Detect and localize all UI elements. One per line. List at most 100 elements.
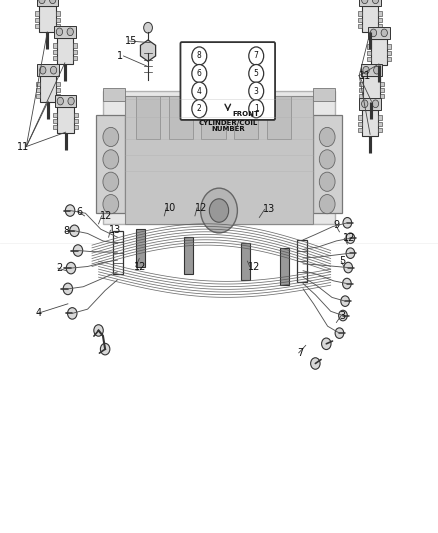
Polygon shape	[367, 44, 371, 49]
Text: 3: 3	[339, 311, 346, 320]
Text: 4: 4	[197, 87, 202, 95]
Polygon shape	[363, 76, 380, 102]
Circle shape	[201, 188, 237, 233]
Circle shape	[209, 199, 229, 222]
Polygon shape	[53, 119, 57, 123]
Circle shape	[381, 29, 387, 37]
Text: 13: 13	[109, 225, 121, 235]
Bar	[201, 96, 226, 139]
Circle shape	[66, 262, 76, 274]
Text: FRONT: FRONT	[232, 111, 259, 117]
Polygon shape	[362, 110, 378, 136]
Polygon shape	[380, 94, 384, 99]
Circle shape	[57, 97, 64, 105]
Text: 10: 10	[164, 203, 177, 213]
Polygon shape	[141, 40, 155, 61]
Circle shape	[343, 217, 352, 228]
Text: 12: 12	[100, 211, 112, 221]
Polygon shape	[359, 82, 363, 86]
Circle shape	[94, 325, 103, 336]
Bar	[297, 240, 307, 282]
Polygon shape	[358, 115, 362, 119]
Circle shape	[144, 22, 152, 33]
Circle shape	[40, 66, 46, 74]
Polygon shape	[387, 57, 391, 61]
Polygon shape	[74, 119, 78, 123]
Circle shape	[65, 205, 75, 216]
Bar	[96, 115, 125, 213]
Text: 6: 6	[77, 207, 83, 216]
Polygon shape	[35, 11, 39, 15]
Text: 2: 2	[56, 263, 62, 273]
Text: 8: 8	[64, 226, 70, 236]
Circle shape	[103, 127, 119, 147]
Text: 1: 1	[254, 104, 258, 113]
Polygon shape	[358, 128, 362, 132]
Circle shape	[374, 66, 380, 74]
Bar	[184, 237, 193, 274]
Text: 12: 12	[134, 262, 146, 271]
Bar	[234, 96, 258, 139]
Circle shape	[192, 100, 207, 118]
Polygon shape	[371, 39, 387, 65]
Circle shape	[63, 283, 73, 295]
Text: 5: 5	[339, 256, 346, 266]
Text: 9: 9	[334, 220, 340, 230]
Circle shape	[372, 100, 378, 108]
Polygon shape	[56, 11, 60, 15]
Polygon shape	[36, 0, 58, 5]
Bar	[136, 96, 160, 139]
Polygon shape	[73, 43, 77, 47]
Circle shape	[339, 310, 347, 321]
Polygon shape	[36, 88, 40, 92]
Text: 1: 1	[117, 51, 124, 61]
Polygon shape	[367, 51, 371, 55]
Polygon shape	[359, 0, 381, 5]
Text: 8: 8	[197, 52, 201, 60]
Text: CYLINDER/COIL: CYLINDER/COIL	[198, 120, 258, 126]
Polygon shape	[57, 82, 60, 86]
Polygon shape	[53, 50, 57, 54]
Circle shape	[192, 64, 207, 83]
Bar	[113, 231, 123, 274]
Polygon shape	[378, 122, 382, 126]
Polygon shape	[359, 88, 363, 92]
Text: 2: 2	[197, 104, 201, 113]
Circle shape	[319, 127, 335, 147]
Polygon shape	[57, 37, 73, 64]
Polygon shape	[387, 51, 391, 55]
Bar	[267, 96, 291, 139]
Polygon shape	[56, 24, 60, 28]
Polygon shape	[36, 94, 40, 99]
Text: 11: 11	[359, 71, 371, 80]
Polygon shape	[368, 27, 390, 39]
Bar	[313, 115, 342, 213]
Polygon shape	[35, 18, 39, 22]
Text: NUMBER: NUMBER	[211, 126, 245, 132]
Polygon shape	[35, 24, 39, 28]
Circle shape	[103, 150, 119, 169]
Circle shape	[363, 66, 369, 74]
Polygon shape	[359, 98, 381, 110]
Polygon shape	[55, 95, 77, 107]
Polygon shape	[367, 57, 371, 61]
Polygon shape	[360, 64, 382, 76]
Polygon shape	[358, 18, 362, 22]
Polygon shape	[54, 26, 76, 37]
Bar	[136, 229, 145, 266]
Polygon shape	[358, 11, 362, 15]
Text: 12: 12	[343, 233, 355, 243]
Polygon shape	[74, 125, 78, 130]
Circle shape	[311, 358, 320, 369]
Text: 12: 12	[247, 262, 260, 271]
Polygon shape	[359, 94, 363, 99]
Polygon shape	[387, 44, 391, 49]
Polygon shape	[57, 94, 60, 99]
Polygon shape	[378, 115, 382, 119]
Circle shape	[344, 262, 353, 273]
Text: 7: 7	[297, 348, 303, 358]
Circle shape	[70, 225, 79, 237]
Text: 6: 6	[197, 69, 202, 78]
Text: 13: 13	[263, 205, 275, 214]
Circle shape	[49, 0, 56, 4]
